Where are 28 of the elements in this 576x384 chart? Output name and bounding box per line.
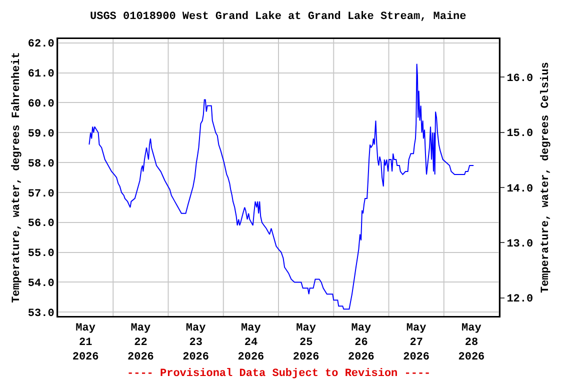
y2-tick-label: 14.0 [506, 183, 534, 196]
x-tick-label: May 25 2026 [292, 322, 320, 364]
y2-tick-label: 13.0 [506, 238, 534, 250]
y-tick-label: 54.0 [28, 278, 54, 290]
y-tick-label: 59.0 [28, 128, 54, 140]
y-tick-label: 57.0 [28, 188, 54, 200]
x-tick-label: May 28 2026 [458, 322, 485, 364]
y-tick-label: 55.0 [28, 248, 54, 260]
y2-tick-label: 16.0 [506, 72, 534, 85]
y-axis-title: Temperature, water, degrees Fahrenheit [10, 52, 23, 303]
y-tick-label: 62.0 [28, 38, 54, 51]
y2-tick-label: 12.0 [506, 294, 534, 306]
y2-axis-title: Temperature, water, degrees Celsius [540, 62, 552, 294]
x-tick-label: May 21 2026 [72, 322, 99, 364]
y-tick-label: 56.0 [28, 218, 54, 230]
chart-title: USGS 01018900 West Grand Lake at Grand Lake Stream, Maine [90, 11, 467, 23]
y-tick-label: 58.0 [28, 158, 54, 170]
y2-tick-label: 15.0 [506, 128, 534, 140]
x-tick-label: May 22 2026 [127, 322, 154, 364]
x-tick-label: May 23 2026 [182, 322, 210, 364]
x-tick-label: May 27 2026 [403, 322, 430, 364]
y-tick-label: 60.0 [28, 98, 54, 111]
y-tick-label: 53.0 [28, 308, 54, 320]
x-tick-label: May 26 2026 [348, 322, 374, 364]
y-tick-label: 61.0 [28, 68, 54, 81]
x-tick-label: May 24 2026 [238, 322, 264, 364]
text: ---- Provisional Data Subject to Revision ---- [127, 368, 431, 380]
line-series [88, 63, 474, 310]
